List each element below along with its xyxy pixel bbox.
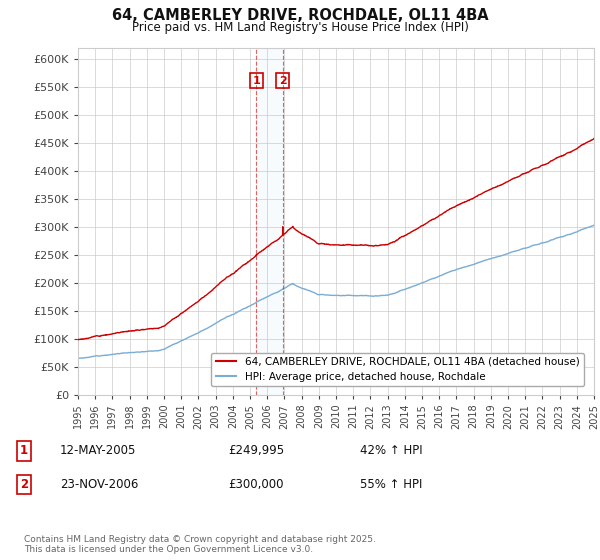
Text: 2: 2 xyxy=(20,478,28,491)
Text: £249,995: £249,995 xyxy=(228,444,284,458)
Text: Price paid vs. HM Land Registry's House Price Index (HPI): Price paid vs. HM Land Registry's House … xyxy=(131,21,469,34)
Text: 1: 1 xyxy=(20,444,28,458)
Bar xyxy=(256,48,283,395)
Text: 42% ↑ HPI: 42% ↑ HPI xyxy=(360,444,422,458)
Text: Contains HM Land Registry data © Crown copyright and database right 2025.
This d: Contains HM Land Registry data © Crown c… xyxy=(24,535,376,554)
Text: 12-MAY-2005: 12-MAY-2005 xyxy=(60,444,136,458)
Text: £300,000: £300,000 xyxy=(228,478,284,491)
Text: 64, CAMBERLEY DRIVE, ROCHDALE, OL11 4BA: 64, CAMBERLEY DRIVE, ROCHDALE, OL11 4BA xyxy=(112,8,488,24)
Text: 55% ↑ HPI: 55% ↑ HPI xyxy=(360,478,422,491)
Text: 1: 1 xyxy=(253,76,260,86)
Text: 2: 2 xyxy=(279,76,287,86)
Legend: 64, CAMBERLEY DRIVE, ROCHDALE, OL11 4BA (detached house), HPI: Average price, de: 64, CAMBERLEY DRIVE, ROCHDALE, OL11 4BA … xyxy=(211,353,584,386)
Text: 23-NOV-2006: 23-NOV-2006 xyxy=(60,478,139,491)
